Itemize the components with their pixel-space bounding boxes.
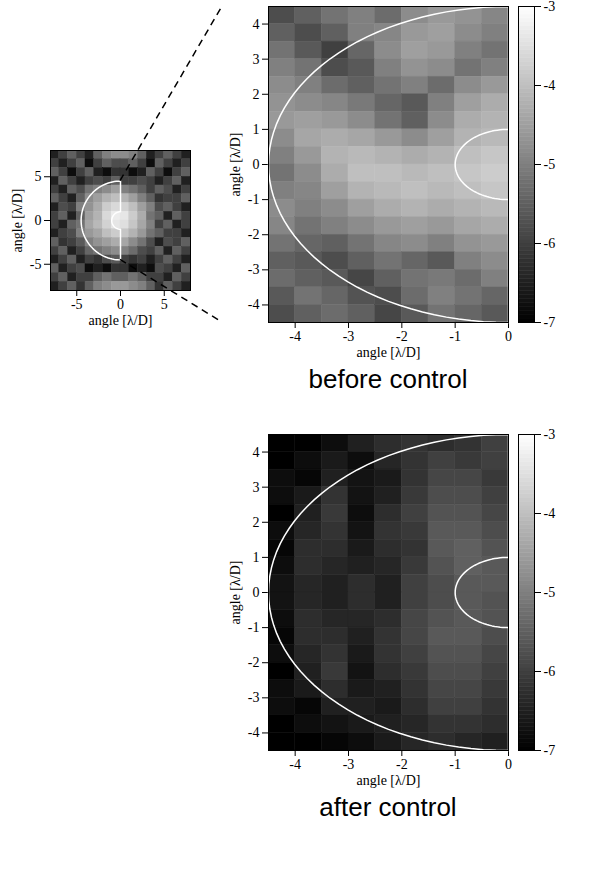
svg-text:5: 5 bbox=[161, 297, 168, 312]
svg-text:-5: -5 bbox=[71, 297, 83, 312]
svg-text:5: 5 bbox=[35, 169, 42, 184]
svg-text:-3: -3 bbox=[248, 690, 260, 705]
svg-text:-3: -3 bbox=[544, 428, 556, 442]
svg-text:4: 4 bbox=[253, 17, 260, 32]
svg-text:0: 0 bbox=[505, 329, 512, 344]
svg-text:angle [λ/D]: angle [λ/D] bbox=[89, 313, 153, 328]
svg-text:-3: -3 bbox=[248, 262, 260, 277]
svg-text:0: 0 bbox=[253, 585, 260, 600]
svg-text:2: 2 bbox=[253, 515, 260, 530]
svg-text:4: 4 bbox=[253, 445, 260, 460]
svg-text:-2: -2 bbox=[396, 329, 408, 344]
svg-text:-5: -5 bbox=[544, 585, 556, 600]
svg-text:0: 0 bbox=[117, 297, 124, 312]
svg-text:-4: -4 bbox=[289, 329, 301, 344]
svg-text:-2: -2 bbox=[248, 227, 260, 242]
svg-text:-7: -7 bbox=[544, 315, 556, 330]
svg-text:angle [λ/D]: angle [λ/D] bbox=[10, 189, 25, 253]
svg-text:-4: -4 bbox=[289, 757, 301, 772]
svg-text:3: 3 bbox=[253, 480, 260, 495]
svg-text:-7: -7 bbox=[544, 743, 556, 758]
svg-text:-1: -1 bbox=[248, 192, 260, 207]
svg-text:angle [λ/D]: angle [λ/D] bbox=[357, 773, 421, 788]
svg-text:-1: -1 bbox=[248, 620, 260, 635]
svg-text:-4: -4 bbox=[544, 78, 556, 93]
svg-text:angle [λ/D]: angle [λ/D] bbox=[357, 345, 421, 360]
svg-text:-6: -6 bbox=[544, 236, 556, 251]
svg-text:0: 0 bbox=[253, 157, 260, 172]
svg-text:-4: -4 bbox=[544, 506, 556, 521]
html-text:after control: after control bbox=[319, 792, 457, 822]
html-text:before control: before control bbox=[308, 364, 468, 394]
svg-text:-5: -5 bbox=[544, 157, 556, 172]
svg-text:-2: -2 bbox=[396, 757, 408, 772]
svg-text:-4: -4 bbox=[248, 725, 260, 740]
svg-text:1: 1 bbox=[253, 122, 260, 137]
svg-text:angle [λ/D]: angle [λ/D] bbox=[228, 561, 243, 625]
svg-text:-3: -3 bbox=[343, 329, 355, 344]
svg-text:0: 0 bbox=[35, 213, 42, 228]
svg-text:3: 3 bbox=[253, 52, 260, 67]
svg-text:angle [λ/D]: angle [λ/D] bbox=[228, 133, 243, 197]
svg-text:-4: -4 bbox=[248, 297, 260, 312]
svg-text:0: 0 bbox=[505, 757, 512, 772]
svg-text:1: 1 bbox=[253, 550, 260, 565]
svg-text:-1: -1 bbox=[449, 757, 461, 772]
svg-text:-2: -2 bbox=[248, 655, 260, 670]
svg-text:-6: -6 bbox=[544, 664, 556, 679]
svg-text:2: 2 bbox=[253, 87, 260, 102]
svg-text:-1: -1 bbox=[449, 329, 461, 344]
svg-text:-3: -3 bbox=[343, 757, 355, 772]
svg-text:-5: -5 bbox=[30, 257, 42, 272]
svg-text:-3: -3 bbox=[544, 0, 556, 14]
